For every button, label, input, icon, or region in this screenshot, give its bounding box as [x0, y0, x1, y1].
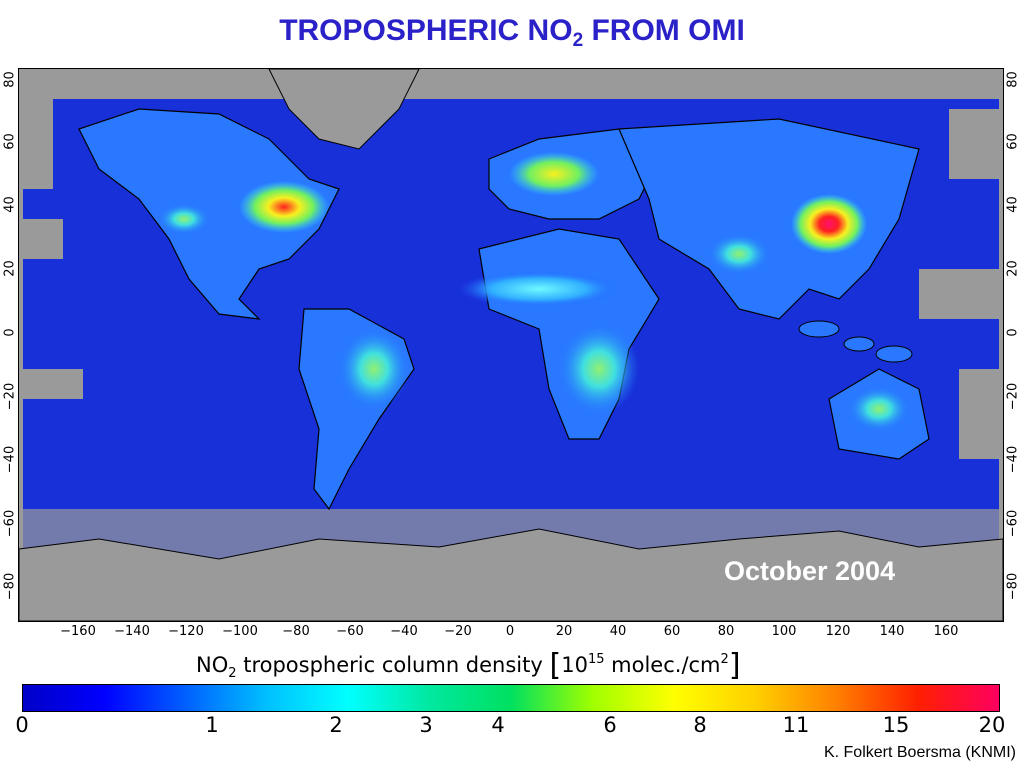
asia — [618, 118, 920, 320]
amazon-glow — [339, 329, 409, 409]
colorbar-tick: 0 — [15, 713, 29, 737]
lat-label-right: −80 — [1005, 572, 1021, 601]
lon-label: −40 — [390, 624, 418, 639]
lon-label: 80 — [717, 624, 735, 639]
greenland — [268, 69, 420, 150]
colorbar-tick: 6 — [603, 713, 617, 737]
indonesia — [798, 320, 913, 363]
colorbar-tick: 11 — [782, 713, 810, 737]
title-text: TROPOSPHERIC NO — [279, 14, 573, 47]
lat-label-right: 20 — [1005, 260, 1021, 277]
india-glow — [709, 234, 769, 274]
north-america — [78, 108, 340, 320]
colorbar-bracket-open: [ — [549, 648, 562, 683]
lon-label: −80 — [282, 624, 310, 639]
colorbar-title-subscript: 2 — [228, 666, 237, 681]
author-credit: K. Folkert Boersma (KNMI) — [823, 744, 1016, 761]
lon-label: 100 — [771, 624, 797, 639]
colorbar-tick: 2 — [329, 713, 343, 737]
lon-label: −20 — [444, 624, 472, 639]
colorbar-title: NO2 tropospheric column density [1015 mo… — [196, 648, 741, 683]
colorbar-unit-base: 10 — [561, 653, 588, 677]
lat-label-left: 20 — [2, 260, 18, 277]
colorbar-tick: 15 — [882, 713, 910, 737]
colorbar-tick: 4 — [491, 713, 505, 737]
lat-label-left: −80 — [2, 572, 18, 601]
colorbar-tick: 20 — [978, 713, 1006, 737]
lat-label-left: 80 — [2, 71, 18, 88]
colorbar-title-text: tropospheric column density — [236, 653, 550, 677]
lat-label-left: −60 — [2, 509, 18, 538]
colorbar-unit-exponent: 15 — [587, 652, 605, 667]
colorbar-tick: 1 — [205, 713, 219, 737]
lon-label: −160 — [60, 624, 96, 639]
lon-label: 0 — [505, 624, 515, 639]
colorbar-tick: 8 — [693, 713, 707, 737]
lon-label: −100 — [222, 624, 258, 639]
lat-label-right: 80 — [1005, 71, 1021, 88]
lon-label: 40 — [609, 624, 627, 639]
colorbar-unit-text: molec./cm — [604, 653, 721, 677]
arctic-nodata — [23, 69, 999, 99]
colorbar-title-no: NO — [196, 653, 229, 677]
lat-label-right: 60 — [1005, 133, 1021, 150]
antarctica — [19, 528, 1003, 621]
lat-label-left: −20 — [2, 382, 18, 411]
lon-label: 140 — [879, 624, 905, 639]
lat-label-left: −40 — [2, 445, 18, 474]
lat-label-right: −40 — [1005, 445, 1021, 474]
colorbar-unit-exponent2: 2 — [720, 652, 729, 667]
china-hotspot — [791, 194, 867, 254]
map-svg — [19, 69, 1003, 621]
africa-glow — [559, 324, 639, 414]
lat-label-right: −20 — [1005, 382, 1021, 411]
us-hotspot — [239, 181, 329, 233]
lon-label: 60 — [663, 624, 681, 639]
europe-hotspot — [509, 152, 599, 196]
australia-glow — [849, 387, 909, 431]
lat-label-right: 40 — [1005, 196, 1021, 213]
lat-label-left: 40 — [2, 196, 18, 213]
lat-label-left: 60 — [2, 133, 18, 150]
colorbar-bracket-close: ] — [728, 648, 741, 683]
lat-label-left: 0 — [2, 328, 18, 337]
lon-label: 160 — [933, 624, 959, 639]
sahel-band — [459, 271, 619, 307]
lon-label: −140 — [114, 624, 150, 639]
page-title: TROPOSPHERIC NO2 FROM OMI — [0, 14, 1024, 52]
title-subscript: 2 — [572, 30, 584, 51]
west-coast-glow — [159, 204, 209, 234]
lon-label: 120 — [825, 624, 851, 639]
colorbar — [22, 684, 1000, 712]
lon-label: 20 — [555, 624, 573, 639]
lon-label: −60 — [336, 624, 364, 639]
lat-label-right: −60 — [1005, 509, 1021, 538]
month-label: October 2004 — [724, 556, 896, 586]
colorbar-tick: 3 — [419, 713, 433, 737]
lat-label-right: 0 — [1005, 328, 1021, 337]
lon-label: −120 — [168, 624, 204, 639]
no2-map — [18, 68, 1004, 622]
title-text-rest: FROM OMI — [583, 14, 745, 47]
